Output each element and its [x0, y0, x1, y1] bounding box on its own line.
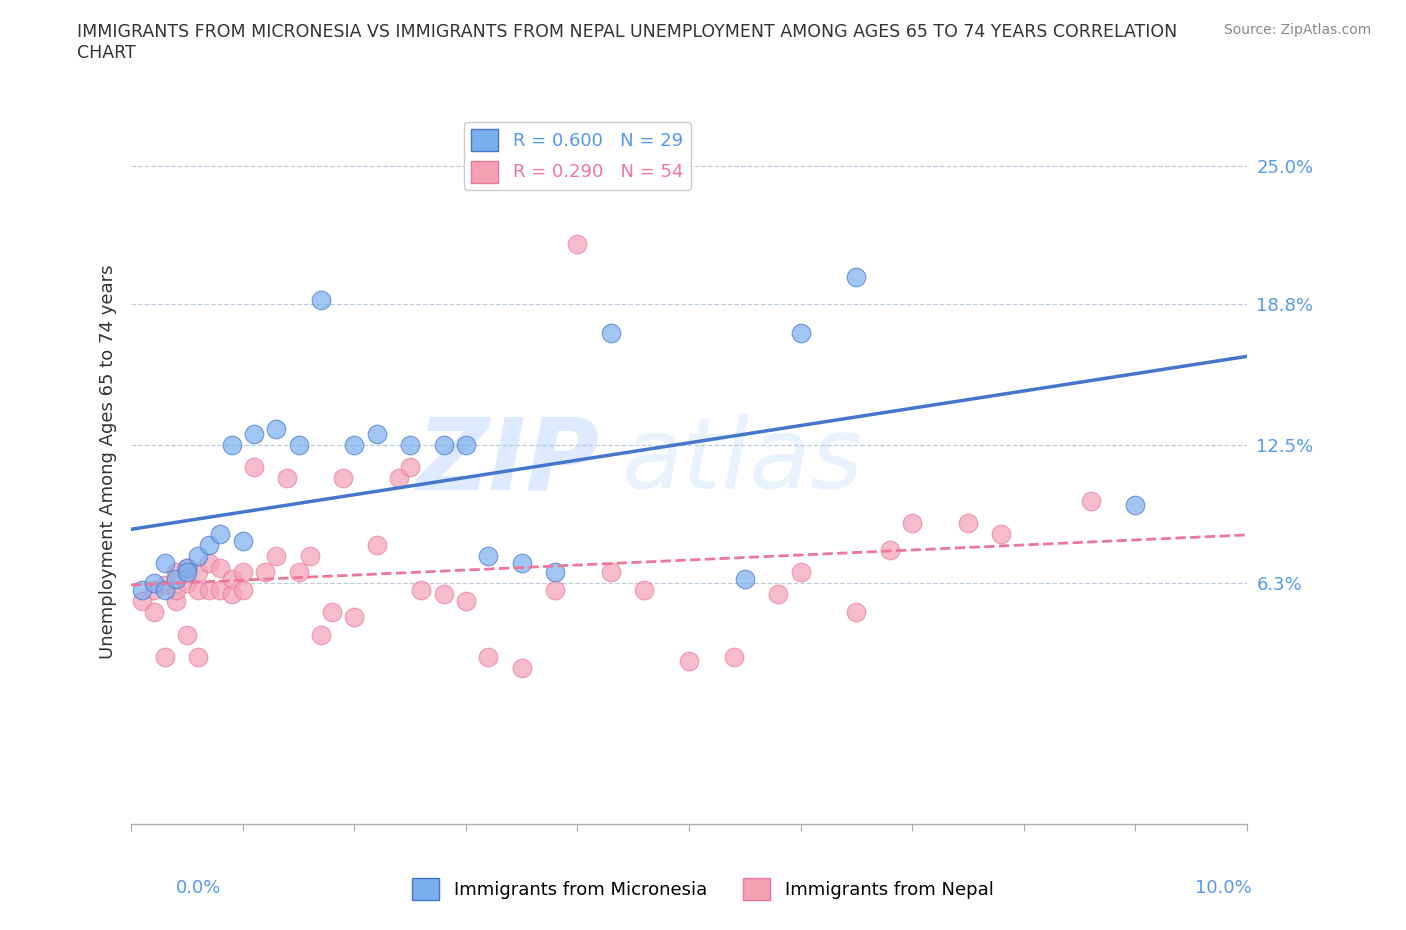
- Point: [477, 549, 499, 564]
- Point: [388, 471, 411, 485]
- Point: [287, 565, 309, 579]
- Point: [567, 236, 589, 251]
- Point: [845, 604, 868, 619]
- Point: [723, 649, 745, 664]
- Point: [187, 649, 209, 664]
- Text: IMMIGRANTS FROM MICRONESIA VS IMMIGRANTS FROM NEPAL UNEMPLOYMENT AMONG AGES 65 T: IMMIGRANTS FROM MICRONESIA VS IMMIGRANTS…: [77, 23, 1178, 62]
- Point: [264, 549, 287, 564]
- Point: [879, 542, 901, 557]
- Point: [366, 538, 388, 552]
- Point: [232, 582, 254, 597]
- Point: [432, 437, 454, 452]
- Point: [221, 437, 243, 452]
- Point: [232, 565, 254, 579]
- Point: [176, 560, 198, 575]
- Point: [766, 587, 789, 602]
- Point: [432, 587, 454, 602]
- Text: atlas: atlas: [621, 413, 863, 510]
- Point: [789, 565, 811, 579]
- Point: [187, 549, 209, 564]
- Point: [243, 426, 266, 441]
- Point: [165, 582, 187, 597]
- Point: [399, 437, 422, 452]
- Point: [510, 556, 533, 571]
- Point: [678, 654, 700, 669]
- Point: [287, 437, 309, 452]
- Point: [209, 526, 232, 541]
- Point: [131, 593, 153, 608]
- Point: [232, 533, 254, 548]
- Text: Source: ZipAtlas.com: Source: ZipAtlas.com: [1223, 23, 1371, 37]
- Point: [165, 565, 187, 579]
- Point: [366, 426, 388, 441]
- Point: [956, 515, 979, 530]
- Point: [454, 437, 477, 452]
- Point: [734, 571, 756, 586]
- Point: [176, 627, 198, 642]
- Point: [176, 565, 198, 579]
- Point: [243, 459, 266, 474]
- Point: [198, 556, 221, 571]
- Point: [454, 593, 477, 608]
- Point: [254, 565, 277, 579]
- Legend: R = 0.600   N = 29, R = 0.290   N = 54: R = 0.600 N = 29, R = 0.290 N = 54: [464, 122, 690, 190]
- Text: 10.0%: 10.0%: [1195, 879, 1251, 897]
- Point: [332, 471, 354, 485]
- Point: [176, 560, 198, 575]
- Point: [209, 560, 232, 575]
- Y-axis label: Unemployment Among Ages 65 to 74 years: Unemployment Among Ages 65 to 74 years: [100, 264, 117, 658]
- Point: [153, 556, 176, 571]
- Point: [131, 582, 153, 597]
- Point: [176, 576, 198, 591]
- Point: [221, 571, 243, 586]
- Point: [165, 593, 187, 608]
- Point: [510, 660, 533, 675]
- Text: 0.0%: 0.0%: [176, 879, 221, 897]
- Point: [343, 437, 366, 452]
- Point: [198, 582, 221, 597]
- Point: [544, 565, 567, 579]
- Point: [298, 549, 321, 564]
- Point: [309, 292, 332, 307]
- Point: [599, 326, 621, 340]
- Point: [142, 582, 165, 597]
- Point: [221, 587, 243, 602]
- Point: [276, 471, 298, 485]
- Point: [544, 582, 567, 597]
- Point: [399, 459, 422, 474]
- Point: [845, 270, 868, 285]
- Point: [599, 565, 621, 579]
- Point: [633, 582, 655, 597]
- Point: [343, 609, 366, 624]
- Point: [187, 582, 209, 597]
- Point: [165, 571, 187, 586]
- Point: [789, 326, 811, 340]
- Point: [153, 578, 176, 593]
- Point: [477, 649, 499, 664]
- Point: [411, 582, 433, 597]
- Point: [198, 538, 221, 552]
- Point: [153, 649, 176, 664]
- Point: [990, 526, 1012, 541]
- Point: [264, 421, 287, 436]
- Legend: Immigrants from Micronesia, Immigrants from Nepal: Immigrants from Micronesia, Immigrants f…: [405, 870, 1001, 907]
- Point: [321, 604, 343, 619]
- Point: [209, 582, 232, 597]
- Text: ZIP: ZIP: [416, 413, 600, 510]
- Point: [1080, 493, 1102, 508]
- Point: [901, 515, 924, 530]
- Point: [1123, 498, 1146, 512]
- Point: [309, 627, 332, 642]
- Point: [142, 604, 165, 619]
- Point: [142, 576, 165, 591]
- Point: [187, 565, 209, 579]
- Point: [153, 582, 176, 597]
